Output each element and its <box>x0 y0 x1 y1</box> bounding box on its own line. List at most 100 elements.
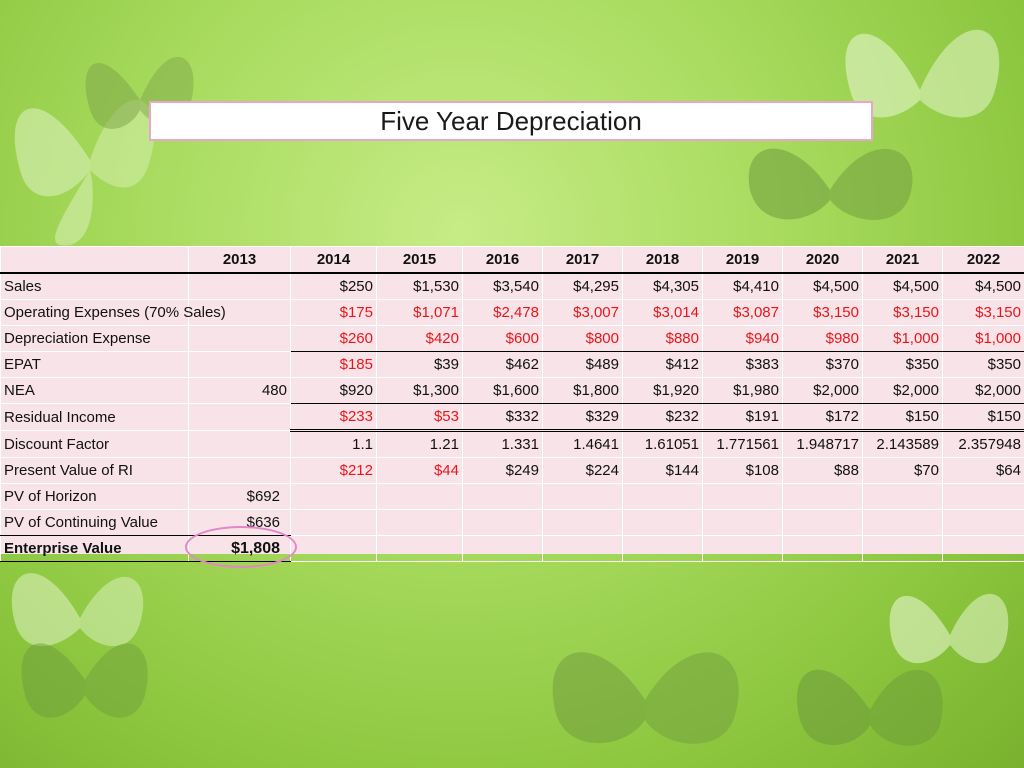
table-cell: $980 <box>782 325 863 352</box>
table-cell: $44 <box>376 457 463 484</box>
table-cell: $2,000 <box>942 377 1024 404</box>
table-cell: $370 <box>782 351 863 378</box>
table-cell: 2.143589 <box>862 430 943 458</box>
table-cell: $3,150 <box>942 299 1024 326</box>
table-cell: $53 <box>376 403 463 432</box>
row-label: Discount Factor <box>0 430 189 458</box>
table-cell: $940 <box>702 325 783 352</box>
row-label: Residual Income <box>0 403 189 431</box>
table-cell: $880 <box>622 325 703 352</box>
butterfly-decoration-icon <box>797 669 943 746</box>
financial-table-container: 2013 2014 2015 2016 2017 2018 2019 2020 … <box>0 246 1024 568</box>
table-cell: $4,500 <box>782 272 863 300</box>
slide-title: Five Year Depreciation <box>149 101 873 141</box>
table-cell: $224 <box>542 457 623 484</box>
header-cell <box>0 246 189 274</box>
header-cell: 2022 <box>942 246 1024 274</box>
table-cell <box>376 535 463 562</box>
table-cell: $1,530 <box>376 272 463 300</box>
row-label: EPAT <box>0 351 189 378</box>
table-cell: 480 <box>188 377 291 404</box>
header-cell: 2019 <box>702 246 783 274</box>
table-cell <box>290 535 377 562</box>
table-cell: $233 <box>290 403 377 432</box>
table-row: Sales $250 $1,530 $3,540 $4,295 $4,305 $… <box>0 272 1024 300</box>
table-row: PV of Continuing Value $636 <box>0 509 1024 536</box>
table-cell <box>376 483 463 510</box>
table-cell: $150 <box>862 403 943 432</box>
table-cell: $185 <box>290 351 377 378</box>
table-cell <box>188 457 291 484</box>
row-label: PV of Horizon <box>0 483 189 510</box>
table-cell: $4,410 <box>702 272 783 300</box>
header-cell: 2013 <box>188 246 291 274</box>
butterfly-decoration-icon <box>21 643 148 718</box>
table-cell: $692 <box>188 483 291 510</box>
table-cell: $2,000 <box>862 377 943 404</box>
butterfly-decoration-icon <box>85 56 194 129</box>
table-cell <box>188 430 291 458</box>
table-cell: $212 <box>290 457 377 484</box>
butterfly-decoration-icon <box>889 593 1009 664</box>
table-cell <box>188 272 291 300</box>
butterfly-decoration-icon <box>552 652 739 744</box>
table-cell: $1,800 <box>542 377 623 404</box>
butterfly-decoration-icon <box>748 148 913 220</box>
table-cell: $1,920 <box>622 377 703 404</box>
table-cell: $383 <box>702 351 783 378</box>
table-cell: $3,150 <box>862 299 943 326</box>
table-cell: $462 <box>462 351 543 378</box>
table-cell <box>622 535 703 562</box>
table-cell: $3,007 <box>542 299 623 326</box>
header-cell: 2017 <box>542 246 623 274</box>
table-cell <box>862 483 943 510</box>
table-cell <box>188 351 291 378</box>
table-row: Present Value of RI $212 $44 $249 $224 $… <box>0 457 1024 484</box>
table-cell: $412 <box>622 351 703 378</box>
table-cell: $191 <box>702 403 783 432</box>
table-cell: 1.21 <box>376 430 463 458</box>
table-cell: $3,150 <box>782 299 863 326</box>
table-row: Residual Income $233 $53 $332 $329 $232 … <box>0 403 1024 432</box>
table-cell <box>782 483 863 510</box>
table-cell: $64 <box>942 457 1024 484</box>
table-cell: 1.948717 <box>782 430 863 458</box>
table-cell <box>782 535 863 562</box>
table-cell <box>290 509 377 536</box>
table-cell <box>188 403 291 431</box>
table-cell <box>376 509 463 536</box>
table-cell: $88 <box>782 457 863 484</box>
table-cell: 1.4641 <box>542 430 623 458</box>
row-label: Depreciation Expense <box>0 325 189 352</box>
table-cell <box>702 509 783 536</box>
table-cell: $1,071 <box>376 299 463 326</box>
table-cell: $4,295 <box>542 272 623 300</box>
table-cell <box>862 535 943 562</box>
row-label: Enterprise Value <box>0 535 189 562</box>
table-cell <box>622 483 703 510</box>
table-cell: $4,500 <box>942 272 1024 300</box>
table-cell: $600 <box>462 325 543 352</box>
table-cell: $232 <box>622 403 703 432</box>
table-cell <box>942 509 1024 536</box>
table-cell <box>782 509 863 536</box>
table-cell <box>188 325 291 352</box>
table-row: Discount Factor 1.1 1.21 1.331 1.4641 1.… <box>0 430 1024 458</box>
table-cell: 1.61051 <box>622 430 703 458</box>
header-cell: 2021 <box>862 246 943 274</box>
row-label: NEA <box>0 377 189 404</box>
table-cell <box>542 509 623 536</box>
table-cell: $144 <box>622 457 703 484</box>
table-cell: $249 <box>462 457 543 484</box>
table-cell: $1,980 <box>702 377 783 404</box>
table-cell: $636 <box>188 509 291 536</box>
table-row: PV of Horizon $692 <box>0 483 1024 510</box>
table-cell <box>462 509 543 536</box>
table-row: NEA 480 $920 $1,300 $1,600 $1,800 $1,920… <box>0 377 1024 404</box>
row-label: PV of Continuing Value <box>0 509 189 536</box>
table-row: Operating Expenses (70% Sales) $175 $1,0… <box>0 299 1024 326</box>
table-cell: $489 <box>542 351 623 378</box>
table-cell: $260 <box>290 325 377 352</box>
table-cell: $920 <box>290 377 377 404</box>
table-cell <box>462 535 543 562</box>
